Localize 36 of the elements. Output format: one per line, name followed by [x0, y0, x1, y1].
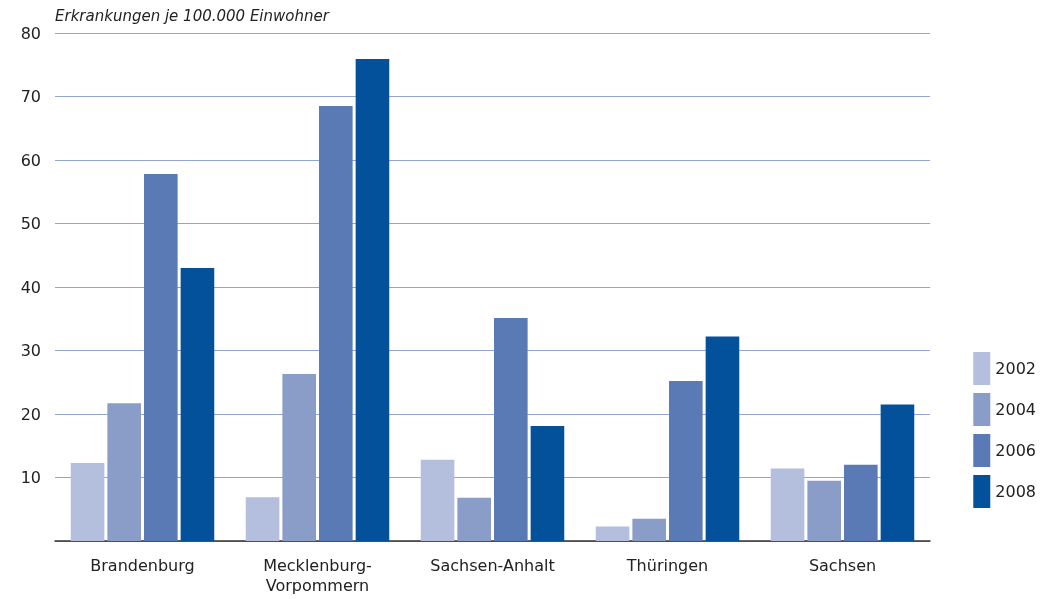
legend-label: 2008: [995, 482, 1036, 501]
legend-label: 2002: [995, 359, 1036, 378]
x-tick-label: Sachsen-Anhalt: [430, 555, 555, 575]
bar: [144, 173, 178, 541]
bar: [457, 497, 491, 541]
bar: [530, 426, 565, 541]
y-tick-label: 40: [20, 277, 41, 297]
bar: [595, 526, 630, 541]
legend-label: 2006: [995, 441, 1036, 460]
bar: [245, 497, 280, 541]
bar: [807, 480, 841, 541]
legend-label: 2004: [995, 400, 1036, 419]
bar: [770, 468, 805, 541]
y-tick-label: 80: [20, 23, 41, 43]
bar: [705, 336, 740, 541]
bar: [355, 59, 390, 541]
bar: [844, 464, 878, 541]
y-axis-title: Erkrankungen je 100.000 Einwohner: [55, 6, 330, 25]
bar: [319, 106, 353, 541]
bar: [494, 318, 528, 541]
bar: [180, 267, 215, 541]
y-tick-label: 60: [20, 150, 41, 170]
y-tick-label: 50: [20, 214, 41, 233]
bar: [420, 459, 455, 541]
bar: [70, 462, 105, 541]
bar: [632, 518, 666, 541]
y-tick-label: 10: [20, 468, 41, 487]
y-tick-label: 70: [20, 87, 41, 106]
bar: [880, 404, 915, 541]
y-tick-label: 30: [20, 341, 41, 360]
bar: [669, 380, 703, 541]
x-tick-label: Sachsen: [808, 555, 877, 575]
x-tick-label: Brandenburg: [90, 555, 195, 575]
y-tick-label: 20: [20, 404, 41, 424]
x-tick-label: Thüringen: [625, 555, 709, 575]
x-tick-label: Mecklenburg-Vorpommern: [263, 555, 372, 595]
